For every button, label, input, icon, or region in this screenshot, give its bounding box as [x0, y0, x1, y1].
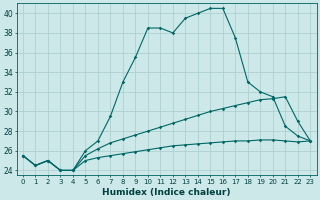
X-axis label: Humidex (Indice chaleur): Humidex (Indice chaleur)	[102, 188, 231, 197]
